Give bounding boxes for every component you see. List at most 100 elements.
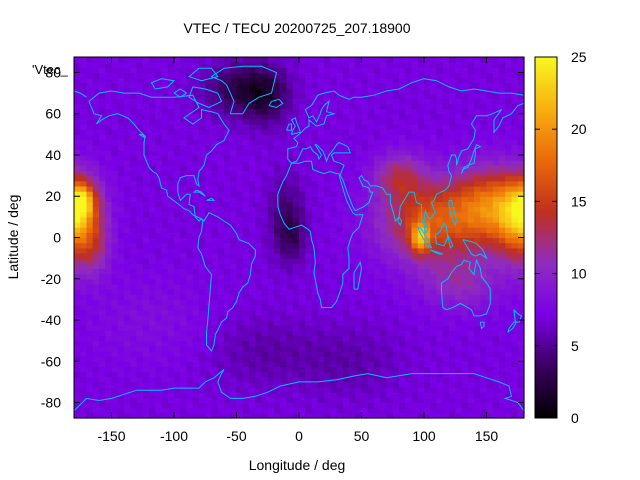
heatmap-cell xyxy=(486,201,494,208)
heatmap-cell xyxy=(286,67,294,74)
heatmap-cell xyxy=(467,402,475,409)
heatmap-cell xyxy=(92,335,100,342)
heatmap-cell xyxy=(455,139,463,146)
heatmap-cell xyxy=(174,232,181,239)
heatmap-cell xyxy=(449,144,456,151)
heatmap-cell xyxy=(249,103,256,110)
heatmap-cell xyxy=(349,345,356,352)
heatmap-cell xyxy=(355,160,363,166)
heatmap-cell xyxy=(499,242,506,249)
heatmap-cell xyxy=(230,387,238,393)
heatmap-cell xyxy=(80,103,88,110)
heatmap-cell xyxy=(286,154,294,161)
heatmap-cell xyxy=(299,124,306,130)
heatmap-cell xyxy=(311,242,319,249)
heatmap-cell xyxy=(424,191,431,197)
heatmap-cell xyxy=(286,392,294,398)
heatmap-cell xyxy=(286,320,294,326)
heatmap-cell xyxy=(480,387,488,393)
heatmap-cell xyxy=(136,98,144,105)
heatmap-cell xyxy=(436,392,444,398)
heatmap-cell xyxy=(211,77,219,84)
heatmap-cell xyxy=(349,283,356,290)
heatmap-cell xyxy=(167,98,175,105)
heatmap-cell xyxy=(180,134,188,141)
heatmap-cell xyxy=(155,376,163,383)
heatmap-cell xyxy=(442,258,450,264)
heatmap-cell xyxy=(117,325,125,331)
heatmap-cell xyxy=(399,103,406,110)
heatmap-cell xyxy=(236,247,244,254)
heatmap-cell xyxy=(155,72,163,79)
heatmap-cell xyxy=(186,330,194,337)
heatmap-cell xyxy=(249,325,256,331)
heatmap-cell xyxy=(392,407,400,414)
heatmap-cell xyxy=(330,77,338,84)
heatmap-cell xyxy=(217,134,225,141)
heatmap-cell xyxy=(242,299,250,306)
heatmap-cell xyxy=(211,175,219,182)
heatmap-cell xyxy=(311,180,319,187)
heatmap-cell xyxy=(286,103,294,110)
heatmap-cell xyxy=(317,191,325,197)
heatmap-cell xyxy=(330,268,338,275)
heatmap-cell xyxy=(411,129,419,135)
heatmap-cell xyxy=(224,72,231,79)
heatmap-cell xyxy=(311,201,319,208)
heatmap-cell xyxy=(230,124,238,130)
heatmap-cell xyxy=(324,309,331,316)
heatmap-cell xyxy=(280,72,288,79)
heatmap-cell xyxy=(130,340,138,347)
heatmap-cell xyxy=(317,340,325,347)
heatmap-cell xyxy=(136,196,144,202)
heatmap-cell xyxy=(117,139,125,146)
heatmap-cell xyxy=(292,366,300,373)
heatmap-cell xyxy=(167,345,175,352)
heatmap-cell xyxy=(317,118,325,125)
heatmap-cell xyxy=(392,82,400,89)
heatmap-cell xyxy=(449,407,456,414)
heatmap-cell xyxy=(511,237,519,244)
heatmap-cell xyxy=(105,247,113,254)
heatmap-cell xyxy=(142,124,150,130)
heatmap-cell xyxy=(117,350,125,357)
heatmap-cell xyxy=(324,340,331,347)
heatmap-cell xyxy=(286,330,294,337)
heatmap-cell xyxy=(86,314,94,321)
heatmap-cell xyxy=(430,309,438,316)
heatmap-cell xyxy=(330,232,338,239)
heatmap-cell xyxy=(399,154,406,161)
heatmap-cell xyxy=(136,67,144,74)
heatmap-cell xyxy=(349,335,356,342)
heatmap-cell xyxy=(336,82,344,89)
heatmap-cell xyxy=(386,149,394,156)
heatmap-cell xyxy=(492,62,500,68)
heatmap-cell xyxy=(186,175,194,182)
heatmap-cell xyxy=(492,242,500,249)
heatmap-cell xyxy=(230,129,238,135)
heatmap-cell xyxy=(480,118,488,125)
heatmap-cell xyxy=(480,82,488,89)
heatmap-cell xyxy=(467,165,475,172)
heatmap-cell xyxy=(380,273,388,280)
heatmap-cell xyxy=(130,211,138,218)
heatmap-cell xyxy=(480,165,488,172)
heatmap-cell xyxy=(117,62,125,68)
heatmap-cell xyxy=(255,294,263,300)
heatmap-cell xyxy=(292,397,300,404)
heatmap-cell xyxy=(286,263,294,270)
heatmap-cell xyxy=(486,237,494,244)
heatmap-cell xyxy=(255,330,263,337)
heatmap-cell xyxy=(392,165,400,172)
heatmap-cell xyxy=(142,149,150,156)
heatmap-cell xyxy=(455,216,463,223)
heatmap-cell xyxy=(380,278,388,285)
heatmap-cell xyxy=(361,93,369,99)
heatmap-cell xyxy=(249,93,256,99)
heatmap-cell xyxy=(499,325,506,331)
heatmap-cell xyxy=(236,62,244,68)
heatmap-cell xyxy=(455,129,463,135)
heatmap-cell xyxy=(311,294,319,300)
heatmap-cell xyxy=(192,165,200,172)
heatmap-cell xyxy=(442,273,450,280)
